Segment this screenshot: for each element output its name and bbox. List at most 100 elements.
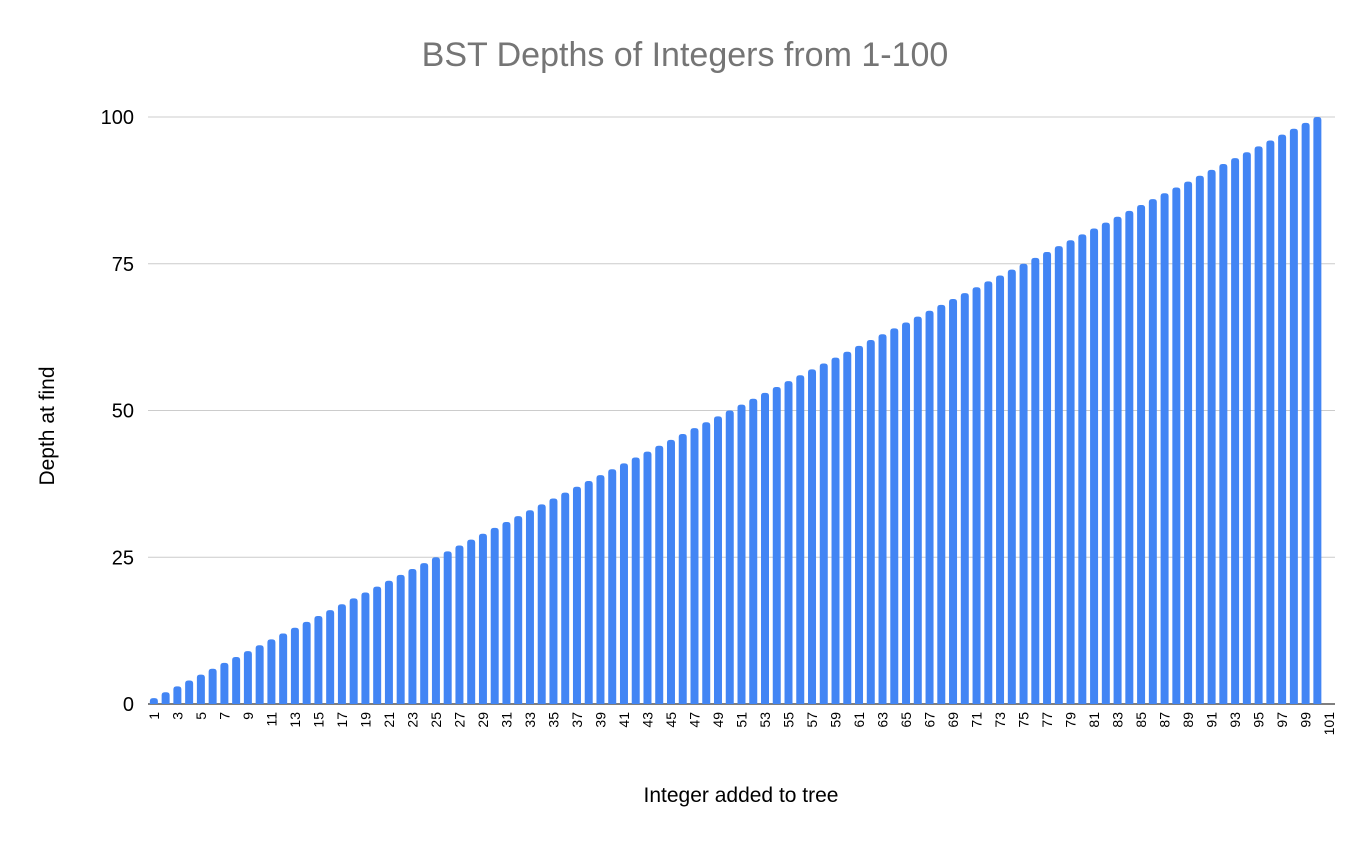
bar	[1231, 158, 1240, 705]
y-tick-label: 75	[112, 254, 134, 276]
bar	[1301, 122, 1310, 705]
bar	[866, 340, 875, 704]
bar	[1031, 257, 1040, 704]
bar	[902, 322, 911, 704]
x-tick-label: 93	[1227, 712, 1243, 728]
x-tick-label: 83	[1110, 712, 1126, 728]
x-tick-label: 29	[475, 712, 491, 728]
x-tick-label: 41	[616, 712, 632, 728]
x-tick-label: 89	[1180, 712, 1196, 728]
y-axis-ticks: 0 25 50 75 100	[101, 107, 134, 716]
bar	[1054, 246, 1063, 704]
bar	[326, 610, 335, 704]
bar	[490, 527, 499, 704]
bar	[267, 639, 276, 704]
bar	[467, 539, 476, 704]
bar	[1043, 252, 1052, 704]
x-tick-label: 23	[404, 712, 420, 728]
bar	[796, 375, 805, 704]
bar	[537, 504, 546, 704]
x-tick-label: 27	[451, 712, 467, 728]
bar	[996, 275, 1005, 704]
x-tick-label: 85	[1133, 712, 1149, 728]
x-tick-label: 17	[334, 712, 350, 728]
x-axis-title: Integer added to tree	[644, 784, 839, 807]
x-tick-label: 71	[969, 712, 985, 728]
bar	[1078, 234, 1087, 704]
bar	[913, 316, 922, 704]
bar	[455, 545, 464, 704]
bar	[149, 698, 158, 704]
bar	[396, 574, 405, 704]
y-axis-title: Depth at find	[36, 366, 59, 485]
x-tick-label: 31	[498, 712, 514, 728]
bar	[373, 586, 382, 704]
bar	[196, 674, 205, 704]
bar	[1184, 181, 1193, 704]
x-tick-label: 9	[240, 712, 256, 720]
bar	[1125, 210, 1134, 705]
bar	[619, 463, 628, 704]
x-tick-label: 81	[1086, 712, 1102, 728]
bar	[702, 422, 711, 704]
bar	[1019, 263, 1028, 704]
bar	[361, 592, 370, 704]
bar	[819, 363, 828, 704]
x-tick-label: 49	[710, 712, 726, 728]
bar	[1266, 140, 1275, 705]
x-tick-label: 25	[428, 712, 444, 728]
bar	[737, 404, 746, 704]
bar	[1101, 222, 1110, 704]
bar	[349, 598, 358, 704]
bar	[232, 657, 241, 704]
bar	[855, 345, 864, 704]
bar	[1066, 240, 1075, 704]
bar	[314, 615, 323, 704]
bar	[643, 451, 652, 704]
bar	[690, 428, 699, 704]
x-tick-label: 99	[1298, 712, 1314, 728]
bar	[655, 445, 664, 704]
x-tick-label: 65	[898, 712, 914, 728]
bar	[525, 510, 534, 704]
x-tick-label: 73	[992, 712, 1008, 728]
x-tick-label: 3	[169, 712, 185, 720]
x-tick-label: 47	[686, 712, 702, 728]
bar	[843, 351, 852, 704]
bar	[337, 604, 346, 704]
y-tick-label: 25	[112, 547, 134, 569]
bar	[420, 563, 429, 704]
x-tick-label: 101	[1321, 712, 1337, 736]
y-tick-label: 50	[112, 401, 134, 423]
x-tick-label: 91	[1204, 712, 1220, 728]
x-tick-label: 77	[1039, 712, 1055, 728]
bar	[1137, 205, 1146, 705]
bar	[1207, 169, 1216, 704]
x-tick-label: 19	[357, 712, 373, 728]
bar	[761, 392, 770, 704]
x-tick-label: 33	[522, 712, 538, 728]
x-tick-label: 55	[781, 712, 797, 728]
bar	[431, 557, 440, 704]
bar	[808, 369, 817, 704]
bar	[561, 492, 570, 704]
bar	[279, 633, 288, 704]
bar	[1254, 146, 1263, 705]
x-tick-label: 95	[1251, 712, 1267, 728]
x-tick-label: 5	[193, 712, 209, 720]
bar	[631, 457, 640, 704]
bar	[960, 293, 969, 704]
bar	[584, 480, 593, 704]
bar	[408, 568, 417, 704]
bar	[502, 522, 511, 704]
bar	[572, 486, 581, 704]
bar	[784, 381, 793, 704]
x-tick-label: 87	[1157, 712, 1173, 728]
bar	[984, 281, 993, 704]
x-tick-label: 13	[287, 712, 303, 728]
bar	[549, 498, 558, 704]
bar	[255, 645, 264, 704]
x-tick-label: 45	[663, 712, 679, 728]
